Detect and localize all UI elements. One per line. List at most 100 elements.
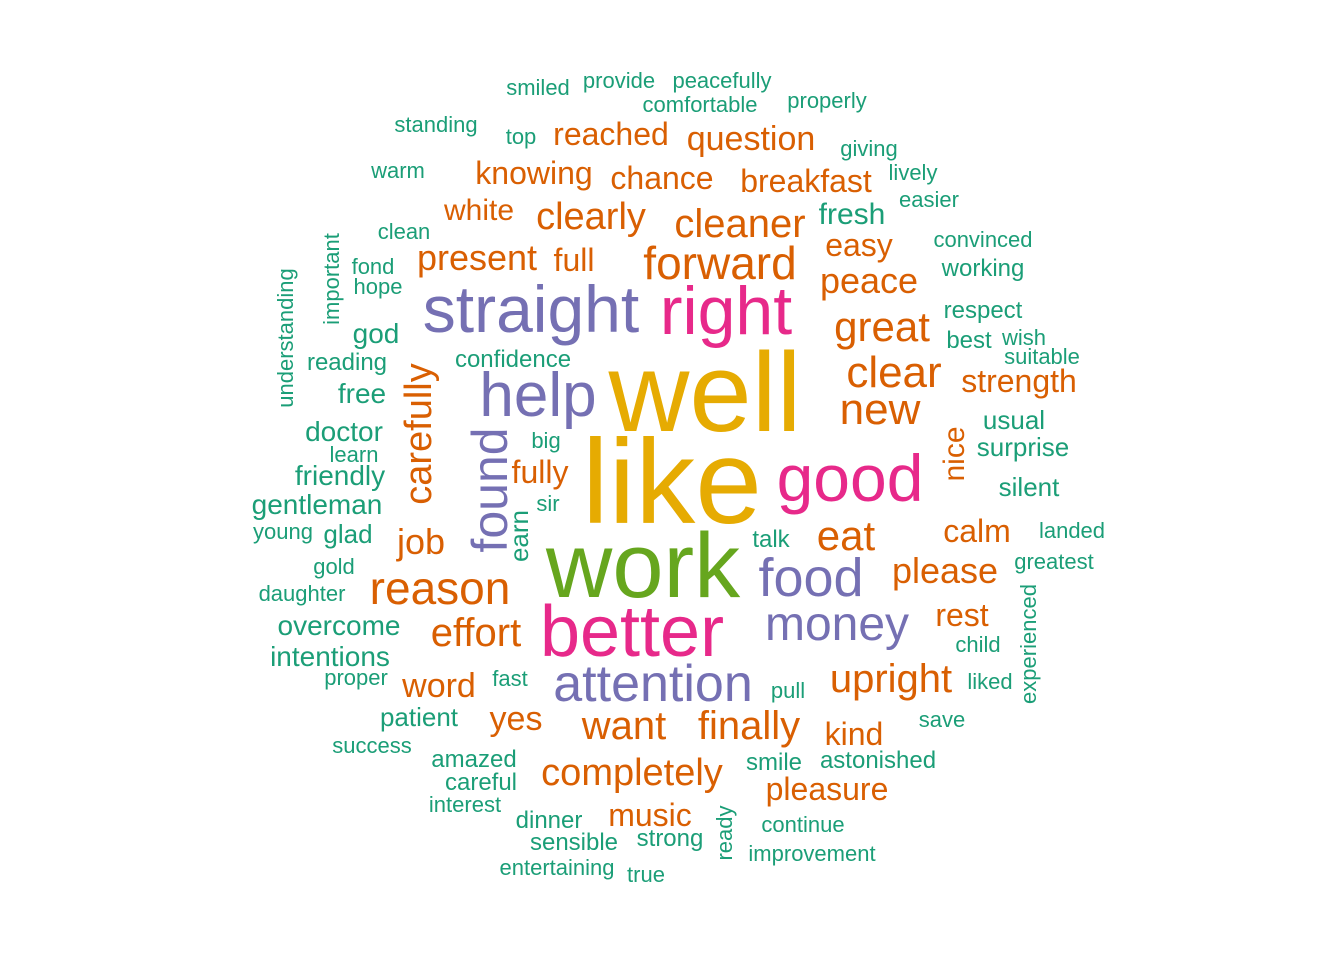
word-peacefully: peacefully: [672, 68, 772, 93]
word-well: well: [608, 330, 802, 455]
word-smiled: smiled: [506, 75, 570, 100]
word-fond: fond: [351, 254, 395, 279]
word-learn: learn: [329, 442, 379, 467]
word-dinner: dinner: [515, 807, 583, 834]
word-nice: nice: [938, 426, 971, 482]
word-wish: wish: [1001, 325, 1047, 350]
word-want: want: [581, 704, 667, 748]
word-calm: calm: [943, 513, 1011, 549]
word-money: money: [764, 598, 910, 651]
word-full: full: [553, 242, 595, 278]
word-god: god: [352, 318, 400, 349]
word-effort: effort: [430, 611, 522, 655]
word-work: work: [545, 515, 741, 617]
word-clearly: clearly: [536, 196, 646, 238]
word-great: great: [834, 303, 930, 350]
word-free: free: [337, 378, 387, 409]
word-peace: peace: [819, 260, 919, 301]
word-big: big: [531, 428, 561, 453]
word-child: child: [955, 632, 1001, 657]
word-smile: smile: [745, 749, 803, 776]
word-new: new: [839, 385, 921, 434]
word-straight: straight: [422, 272, 640, 346]
word-continue: continue: [761, 812, 845, 837]
word-breakfast: breakfast: [740, 163, 872, 199]
word-save: save: [918, 707, 966, 732]
word-easy: easy: [825, 227, 893, 263]
word-understanding: understanding: [273, 268, 298, 408]
word-forward: forward: [643, 237, 797, 289]
word-liked: liked: [967, 669, 1013, 694]
word-confidence: confidence: [454, 346, 572, 373]
word-please: please: [891, 550, 999, 591]
word-doctor: doctor: [305, 416, 383, 447]
word-landed: landed: [1038, 518, 1106, 543]
word-careful: careful: [444, 769, 518, 796]
word-upright: upright: [829, 657, 953, 701]
word-right: right: [659, 273, 793, 349]
word-warm: warm: [371, 158, 425, 183]
word-easier: easier: [899, 187, 959, 212]
word-strong: strong: [636, 825, 704, 852]
word-clean: clean: [377, 219, 431, 244]
word-job: job: [396, 521, 446, 562]
word-patient: patient: [379, 702, 459, 732]
word-pull: pull: [770, 678, 806, 703]
word-rest: rest: [935, 597, 989, 633]
word-respect: respect: [943, 297, 1023, 324]
word-like: like: [581, 415, 763, 549]
word-sensible: sensible: [529, 829, 619, 856]
word-earn: earn: [504, 509, 534, 563]
word-properly: properly: [787, 88, 867, 113]
word-best: best: [946, 327, 992, 354]
word-important: important: [319, 233, 344, 325]
word-comfortable: comfortable: [642, 92, 758, 117]
word-sir: sir: [536, 491, 560, 516]
word-question: question: [686, 120, 816, 158]
word-completely: completely: [541, 752, 723, 794]
word-reason: reason: [369, 562, 511, 614]
word-young: young: [253, 519, 313, 544]
word-hope: hope: [353, 274, 403, 299]
word-ready: ready: [712, 805, 737, 861]
word-finally: finally: [697, 704, 801, 748]
word-talk: talk: [752, 526, 790, 553]
word-music: music: [608, 797, 692, 833]
word-standing: standing: [394, 112, 478, 137]
word-overcome: overcome: [277, 610, 401, 641]
word-success: success: [332, 733, 412, 758]
word-good: good: [776, 441, 924, 515]
word-food: food: [758, 548, 864, 608]
word-interest: interest: [428, 792, 502, 817]
word-eat: eat: [816, 512, 876, 559]
word-entertaining: entertaining: [499, 855, 615, 880]
word-silent: silent: [998, 472, 1060, 502]
word-top: top: [505, 124, 537, 149]
word-fresh: fresh: [818, 198, 886, 231]
word-white: white: [443, 194, 515, 227]
word-fully: fully: [511, 454, 569, 490]
word-reached: reached: [553, 116, 669, 152]
word-word: word: [402, 667, 476, 705]
word-glad: glad: [323, 519, 373, 549]
word-attention: attention: [553, 655, 753, 713]
word-chance: chance: [610, 160, 714, 196]
word-lively: lively: [888, 160, 938, 185]
word-experienced: experienced: [1016, 584, 1041, 704]
word-usual: usual: [982, 405, 1046, 435]
word-yes: yes: [489, 700, 543, 738]
word-reading: reading: [306, 349, 388, 376]
word-pleasure: pleasure: [765, 771, 889, 807]
word-astonished: astonished: [819, 747, 937, 774]
word-amazed: amazed: [431, 746, 517, 773]
word-convinced: convinced: [933, 227, 1033, 252]
word-fast: fast: [492, 666, 528, 691]
word-working: working: [941, 255, 1025, 282]
word-friendly: friendly: [294, 460, 386, 491]
word-knowing: knowing: [475, 155, 593, 191]
word-cleaner: cleaner: [674, 202, 806, 246]
word-kind: kind: [824, 716, 884, 752]
word-daughter: daughter: [258, 581, 346, 606]
word-surprise: surprise: [976, 432, 1070, 462]
